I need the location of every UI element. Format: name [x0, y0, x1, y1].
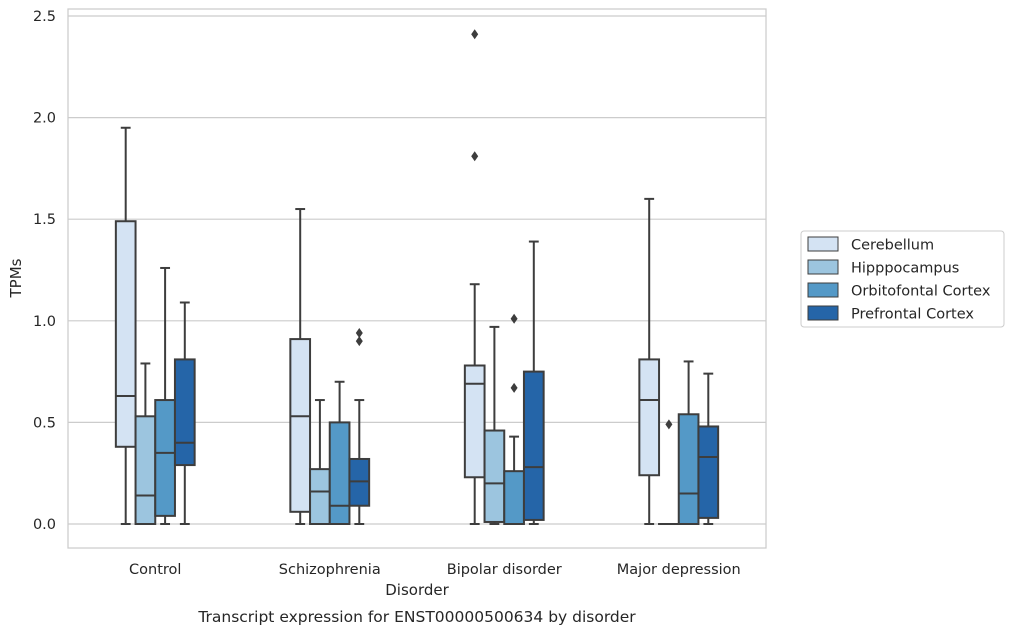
box-body — [348, 457, 371, 507]
outlier-point — [471, 151, 479, 162]
box-orbitofontal-cortex — [677, 360, 700, 525]
box-body — [483, 429, 506, 523]
outlier-point — [510, 382, 518, 393]
legend-frame — [800, 230, 1005, 328]
box-body — [289, 338, 312, 513]
legend-swatch — [807, 236, 839, 252]
box-body — [309, 468, 331, 525]
legend-swatch — [807, 259, 839, 275]
boxes-layer — [114, 29, 720, 526]
box-body — [697, 425, 720, 519]
box-hipppocampus — [309, 399, 331, 525]
legend-label: Hipppocampus — [851, 261, 959, 277]
box-body — [114, 220, 137, 448]
y-axis-label: TPMs — [7, 258, 25, 298]
legend-label: Prefrontal Cortex — [851, 307, 974, 323]
box-cerebellum — [114, 126, 137, 525]
box-cerebellum — [463, 29, 486, 525]
legend-swatch — [807, 282, 839, 298]
box-body — [677, 413, 700, 525]
legend-swatch — [807, 305, 839, 321]
legend: Cerebellum Hipppocampus Orbitofontal Corte… — [800, 230, 1005, 328]
box-hipppocampus — [134, 362, 157, 525]
legend-label: Orbitofontal Cortex — [851, 284, 991, 300]
x-tick-label: Control — [129, 562, 181, 578]
box-orbitofontal-cortex — [154, 266, 176, 525]
y-tick-label: 1.5 — [33, 212, 56, 228]
y-tick-labels: 0.0 0.5 1.0 1.5 2.0 2.5 — [33, 9, 56, 533]
x-axis-label: Disorder — [385, 581, 449, 599]
box-prefrontal-cortex — [173, 301, 196, 525]
x-tick-label: Major depression — [617, 562, 741, 578]
box-hipppocampus — [483, 325, 506, 525]
box-body — [328, 421, 351, 525]
y-tick-label: 0.0 — [33, 517, 56, 533]
box-body — [134, 415, 157, 525]
box-cerebellum — [289, 208, 312, 525]
y-tick-label: 1.0 — [33, 314, 56, 330]
box-body — [522, 370, 545, 521]
outlier-point — [355, 327, 363, 338]
x-tick-label: Bipolar disorder — [447, 562, 562, 578]
box-prefrontal-cortex — [348, 327, 371, 525]
box-body — [638, 358, 661, 477]
box-body — [503, 470, 525, 525]
x-tick-labels: Control Schizophrenia Bipolar disorder Majo… — [129, 562, 741, 578]
outlier-point — [355, 336, 363, 347]
box-cerebellum — [638, 197, 661, 525]
box-body — [173, 358, 196, 467]
y-tick-label: 0.5 — [33, 415, 56, 431]
x-tick-label: Schizophrenia — [279, 562, 381, 578]
plot-frame — [67, 8, 767, 549]
y-tick-label: 2.0 — [33, 111, 56, 127]
box-prefrontal-cortex — [522, 240, 545, 525]
outlier-point — [510, 313, 518, 324]
box-prefrontal-cortex — [697, 372, 720, 525]
box-body — [154, 399, 176, 517]
legend-label: Cerebellum — [851, 238, 934, 254]
box-hipppocampus — [658, 419, 680, 526]
outlier-point — [665, 419, 673, 430]
box-body — [463, 364, 486, 479]
box-orbitofontal-cortex — [328, 380, 351, 525]
box-orbitofontal-cortex — [503, 313, 525, 525]
y-tick-label: 2.5 — [33, 9, 56, 25]
outlier-point — [471, 29, 479, 40]
chart-caption: Transcript expression for ENST0000050063… — [197, 608, 636, 626]
